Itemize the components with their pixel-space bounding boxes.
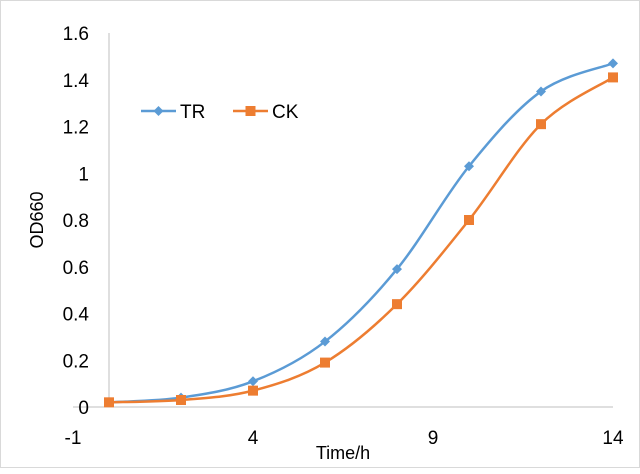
data-point-tr [248,376,258,387]
data-point-tr [464,161,474,172]
data-point-ck [536,119,546,130]
x-tick-label: 14 [602,428,624,449]
y-axis-title: OD660 [27,191,47,248]
data-point-ck [248,385,258,396]
legend-marker-ck [245,106,256,116]
data-point-ck [104,397,114,408]
series-line-tr [108,62,614,404]
x-tick-label: -1 [65,428,82,449]
data-point-ck [176,394,186,405]
x-axis-title: Time/h [316,443,370,463]
data-point-ck [320,357,330,368]
legend-marker-tr [153,106,164,116]
series-line-ck [108,76,614,404]
y-tick-label: 1.4 [63,71,90,92]
data-point-ck [608,72,618,83]
y-tick-label: 1 [78,164,89,185]
y-tick-label: 0.2 [63,351,89,372]
y-tick-label: 0 [78,398,89,419]
data-point-tr [608,58,618,69]
x-tick-label: 4 [248,428,259,449]
data-point-tr [392,264,402,275]
legend-label: CK [272,102,299,123]
y-tick-label: 0.6 [63,258,89,279]
y-tick-label: 0.8 [63,211,89,232]
data-point-tr [320,336,330,347]
y-tick-label: 1.2 [63,118,89,139]
data-point-tr [536,86,546,97]
x-tick-label: 9 [428,428,439,449]
y-tick-label: 1.6 [63,24,89,45]
legend-label: TR [180,102,205,123]
data-point-ck [392,299,402,310]
data-point-ck [464,215,474,225]
y-tick-label: 0.4 [63,305,90,326]
